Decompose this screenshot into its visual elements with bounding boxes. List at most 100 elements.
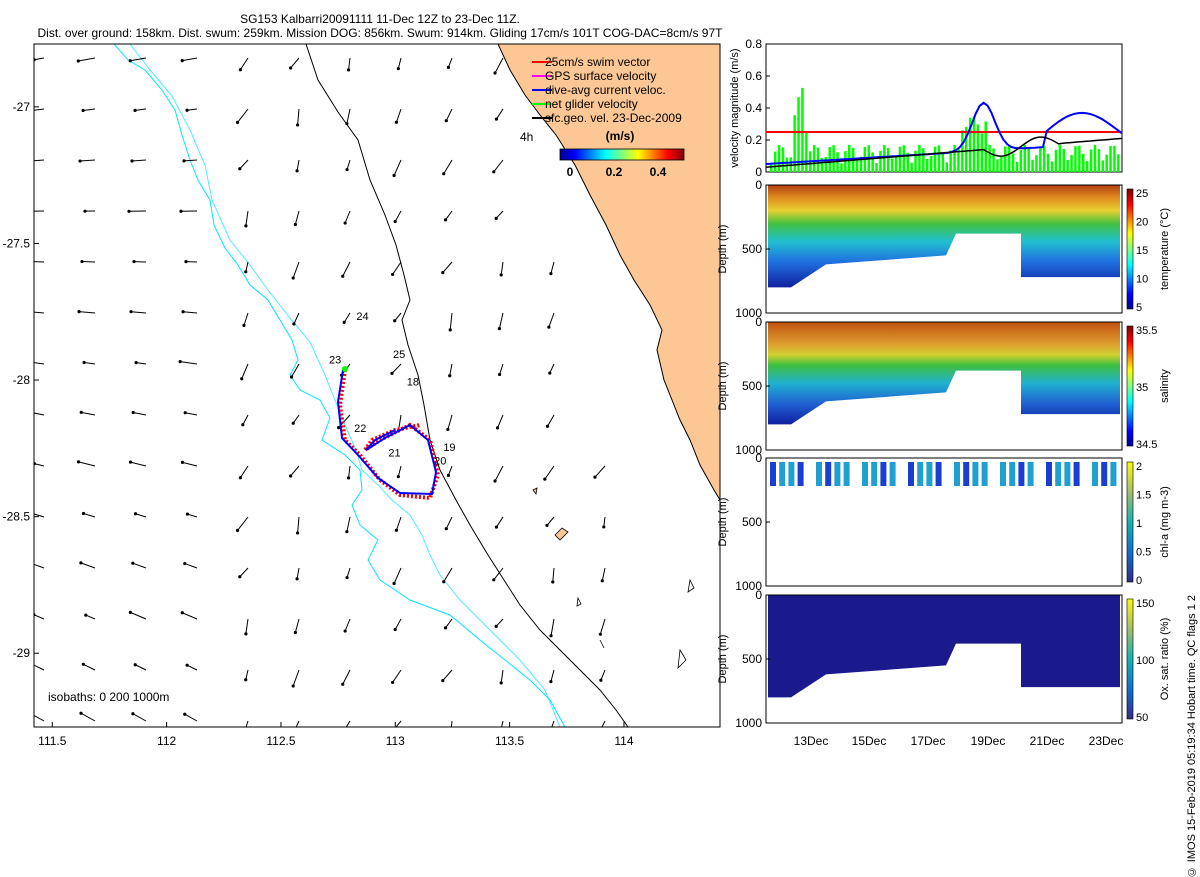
- current-arrow-head: [294, 223, 297, 226]
- track-end-marker: [342, 366, 348, 372]
- current-arrow: [34, 615, 44, 619]
- colorbar-label: Ox. sat. ratio (%): [1159, 618, 1171, 701]
- current-arrow: [185, 714, 197, 721]
- velocity-ylabel: velocity magnitude (m/s): [729, 48, 741, 167]
- current-arrow-head: [495, 525, 498, 528]
- legend-label: dive-avg current veloc.: [545, 83, 666, 97]
- current-arrow-head: [391, 273, 394, 276]
- current-arrow-head: [244, 270, 247, 273]
- colorbar-tick-label: 150: [1136, 598, 1154, 610]
- current-arrow: [298, 109, 299, 125]
- current-arrow-head: [83, 210, 86, 213]
- current-arrow: [81, 713, 95, 721]
- current-arrow-head: [345, 122, 348, 125]
- chl-profile: [834, 462, 840, 486]
- current-arrow-head: [393, 319, 396, 322]
- net-glider-velocity-bar: [996, 159, 999, 172]
- net-glider-velocity-bar: [1055, 150, 1058, 172]
- current-arrow-head: [244, 632, 247, 635]
- section-colorbar: [1127, 326, 1133, 446]
- net-glider-velocity-bar: [1078, 146, 1081, 172]
- current-arrow: [297, 160, 299, 171]
- vel-tick-label: 0.4: [745, 101, 762, 115]
- chl-profile: [972, 462, 978, 486]
- current-arrow-head: [81, 109, 84, 112]
- current-arrow: [500, 364, 503, 374]
- chl-profile: [788, 462, 794, 486]
- colorbar-tick-label: 2: [1136, 461, 1142, 473]
- net-glider-velocity-bar: [910, 163, 913, 172]
- chl-profile: [954, 462, 960, 486]
- net-glider-velocity-bar: [1094, 145, 1097, 172]
- current-arrow: [446, 619, 452, 628]
- current-arrow: [246, 211, 248, 226]
- vel-tick-label: 0: [755, 165, 762, 179]
- lon-tick-label: 113.5: [495, 734, 524, 748]
- copyright-note: © IMOS 15-Feb-2019 05:19:34 Hobart time.…: [1186, 595, 1198, 877]
- current-arrow-head: [30, 512, 33, 515]
- current-arrow-head: [77, 310, 80, 313]
- depth-tick-label: 500: [742, 242, 762, 256]
- day-label: 21: [388, 448, 400, 460]
- current-arrow: [81, 563, 95, 568]
- current-arrow-head: [184, 411, 187, 414]
- current-arrow-head: [601, 579, 604, 582]
- velocity-series: [766, 88, 1122, 172]
- net-glider-velocity-bar: [985, 121, 988, 172]
- current-arrow: [602, 568, 605, 581]
- colorbar-tick-label: 1: [1136, 518, 1142, 530]
- current-arrow-head: [495, 217, 498, 220]
- current-arrow-head: [292, 322, 295, 325]
- timestamp-label: 4h: [520, 130, 533, 144]
- current-arrow: [495, 58, 503, 73]
- current-arrow: [545, 466, 554, 479]
- current-arrow: [182, 462, 197, 466]
- current-arrow: [291, 58, 299, 68]
- chl-profile: [982, 462, 988, 486]
- current-arrow: [344, 313, 350, 322]
- current-arrow-head: [393, 727, 396, 730]
- isobath-0m: [130, 44, 560, 727]
- current-arrow-head: [446, 428, 449, 431]
- depth-tick-label: 0: [755, 451, 762, 465]
- net-glider-velocity-bar: [805, 132, 808, 172]
- chl-profile: [908, 462, 914, 486]
- current-arrow: [238, 517, 248, 530]
- current-arrow-head: [397, 67, 400, 70]
- net-glider-velocity-bar: [1098, 149, 1101, 172]
- current-arrow-head: [496, 426, 499, 429]
- current-arrow-head: [185, 109, 188, 112]
- current-arrow: [393, 262, 401, 274]
- current-arrow-head: [392, 582, 395, 585]
- current-arrow: [549, 721, 554, 735]
- current-arrow-head: [599, 679, 602, 682]
- current-arrow-head: [134, 663, 137, 666]
- current-arrow: [27, 312, 44, 313]
- current-arrow-head: [296, 123, 299, 126]
- current-arrow: [551, 670, 554, 682]
- net-glider-velocity-bar: [1082, 154, 1085, 172]
- current-arrow-head: [179, 360, 182, 363]
- current-arrow: [29, 563, 44, 568]
- colorbar-tick-label: 0: [567, 165, 574, 179]
- lat-tick-label: -28: [13, 373, 31, 387]
- current-arrow: [130, 612, 146, 619]
- net-glider-velocity-bar: [1000, 155, 1003, 172]
- current-arrow: [347, 109, 350, 124]
- current-arrow-head: [551, 580, 554, 583]
- current-arrow-head: [447, 474, 450, 477]
- chl-profile: [1064, 462, 1070, 486]
- net-glider-velocity-bar: [930, 156, 933, 172]
- current-arrow-head: [182, 159, 185, 162]
- current-arrow: [81, 412, 95, 415]
- lon-tick-label: 113: [386, 734, 405, 748]
- net-glider-velocity-bar: [1039, 146, 1042, 172]
- current-arrow: [394, 568, 401, 584]
- current-arrow: [133, 714, 146, 721]
- current-arrow-head: [397, 475, 400, 478]
- current-arrow: [295, 619, 299, 633]
- current-arrow: [496, 109, 503, 119]
- current-arrow-head: [80, 260, 83, 263]
